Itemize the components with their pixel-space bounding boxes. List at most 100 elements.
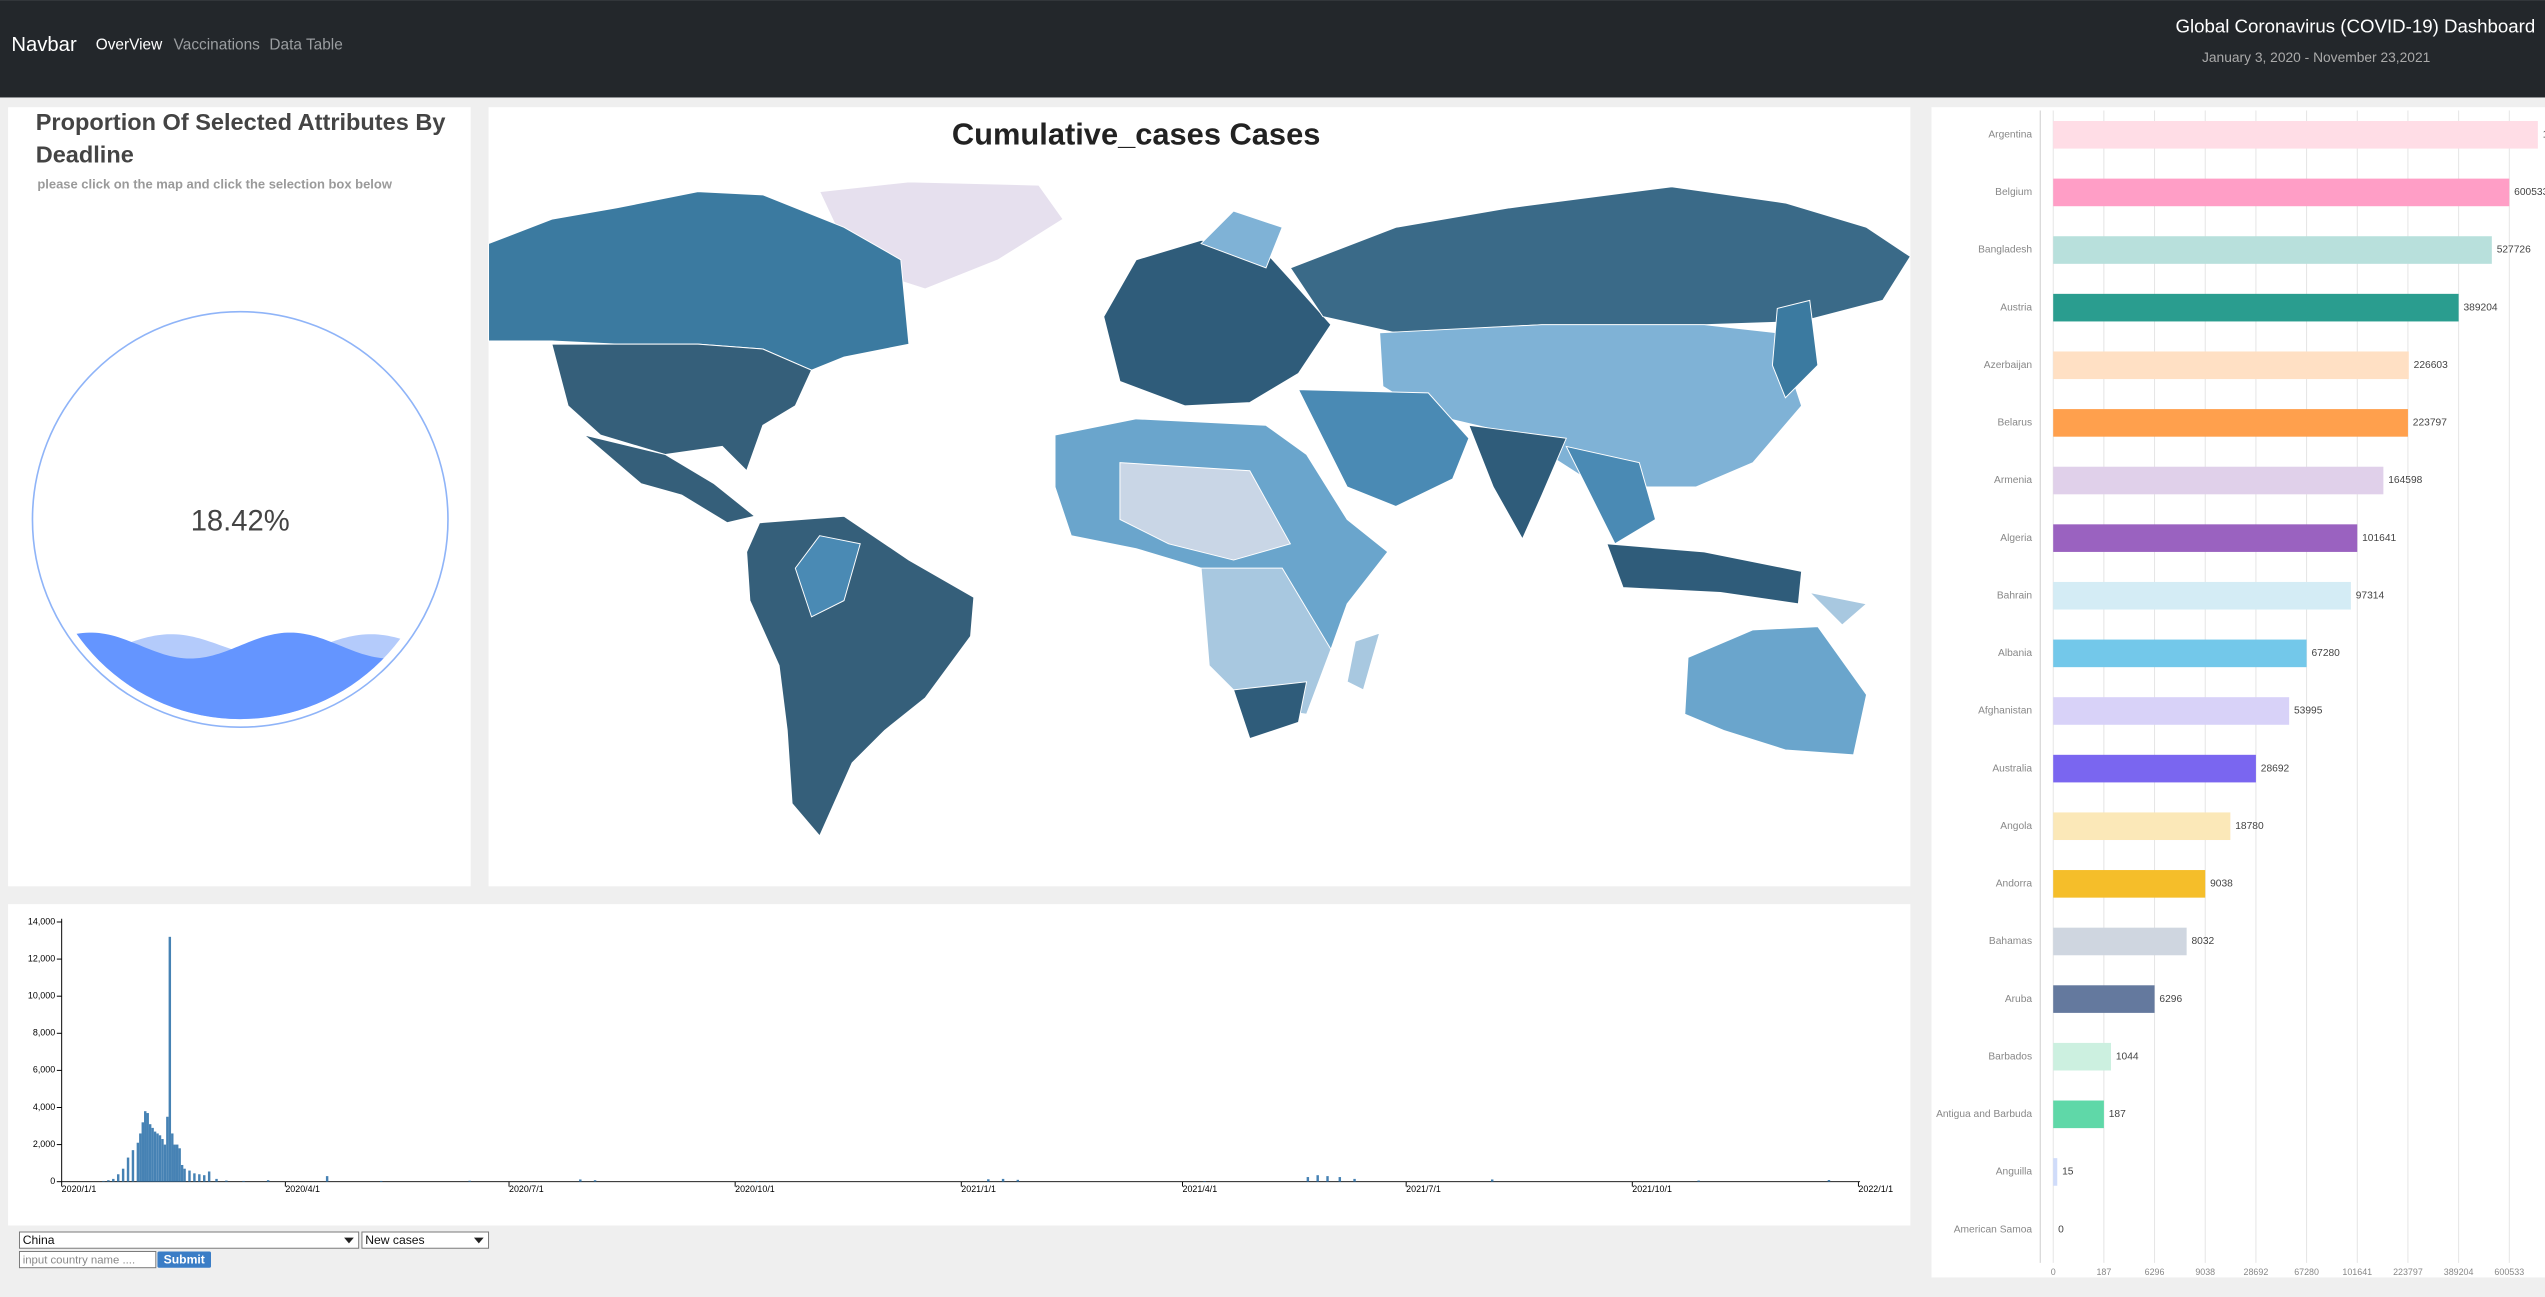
country[interactable] <box>746 515 975 837</box>
y-tick-label: Armenia <box>1994 475 2032 486</box>
attribute-select[interactable] <box>361 1231 490 1249</box>
y-tick-label: Aruba <box>2005 994 2033 1005</box>
brand[interactable]: Navbar <box>11 34 77 56</box>
input-placeholder[interactable]: input country name .... <box>23 1254 135 1266</box>
bar <box>325 1176 329 1182</box>
x-tick-label: 223797 <box>2393 1267 2423 1277</box>
bar <box>136 1142 140 1182</box>
gauge-value: 18.42% <box>191 505 290 537</box>
gauge-ring <box>31 310 449 729</box>
bar <box>2053 927 2187 956</box>
select-arrow <box>344 1237 354 1244</box>
country[interactable] <box>1346 632 1381 691</box>
navbar <box>0 0 2545 98</box>
country[interactable] <box>1606 543 1803 605</box>
bar <box>144 1111 147 1182</box>
bar <box>139 1133 142 1182</box>
gauge-panel <box>8 107 471 887</box>
bar <box>242 1180 245 1182</box>
bar <box>1016 1179 1020 1182</box>
country[interactable] <box>1684 626 1868 756</box>
bar <box>468 1180 471 1182</box>
x-tick-label: 2020/7/1 <box>509 1184 544 1194</box>
country-input[interactable] <box>18 1250 157 1269</box>
bar <box>1316 1175 1319 1182</box>
bar <box>116 1174 120 1182</box>
bar <box>175 1144 179 1182</box>
bar <box>2053 870 2206 898</box>
x-tick-label: 9038 <box>2195 1267 2215 1277</box>
nav-link[interactable]: OverView <box>96 37 163 54</box>
country[interactable] <box>551 343 813 472</box>
x-tick-label: 389204 <box>2444 1267 2474 1277</box>
bar <box>163 1144 167 1182</box>
select-arrow <box>473 1237 484 1244</box>
bar <box>183 1168 186 1182</box>
bar <box>1306 1177 1310 1182</box>
country[interactable] <box>1232 681 1308 740</box>
country[interactable] <box>1200 567 1332 715</box>
country[interactable] <box>794 535 861 618</box>
bar <box>987 1179 990 1182</box>
gauge-title-box: Proportion Of Selected Attributes By Dea… <box>35 110 446 169</box>
bar <box>579 1179 582 1182</box>
bar <box>102 1180 105 1182</box>
world-map[interactable] <box>488 181 1912 837</box>
submit-label[interactable]: Submit <box>164 1253 205 1267</box>
y-tick-label: Bahamas <box>1989 936 2032 947</box>
country[interactable] <box>1119 462 1292 561</box>
x-tick-label: 28692 <box>2244 1267 2269 1277</box>
y-tick-label: Afghanistan <box>1978 706 2032 717</box>
country-select-value[interactable]: China <box>23 1233 55 1247</box>
value-label: 527726 <box>2497 245 2531 256</box>
bar <box>158 1135 162 1182</box>
gauge-title: Proportion Of Selected Attributes By Dea… <box>35 110 446 169</box>
y-tick-label: Algeria <box>2000 533 2032 544</box>
bar <box>148 1124 152 1182</box>
x-tick-label: 6296 <box>2145 1267 2165 1277</box>
bar <box>141 1122 145 1182</box>
nav-link[interactable]: Vaccinations <box>174 37 261 54</box>
value-label: 8032 <box>2192 936 2215 947</box>
country[interactable] <box>1297 389 1470 508</box>
country[interactable] <box>1565 445 1657 545</box>
bar <box>2053 351 2409 380</box>
country[interactable] <box>1103 239 1332 407</box>
y-tick-label: Bangladesh <box>1978 245 2032 256</box>
country[interactable] <box>1468 424 1567 541</box>
x-tick-label: 2021/10/1 <box>1632 1184 1672 1194</box>
bar <box>2053 1100 2104 1129</box>
y-tick-label: 6,000 <box>33 1065 55 1075</box>
x-tick-label: 0 <box>2051 1267 2056 1277</box>
y-tick-label: 0 <box>50 1176 55 1186</box>
date-range: January 3, 2020 - November 23,2021 <box>2202 50 2430 65</box>
bar <box>2053 120 2538 149</box>
bar-chart: 0 187 6296 9038 28692 67280 101641 223797 389204… <box>1936 110 2545 1277</box>
attribute-select-value[interactable]: New cases <box>365 1233 424 1247</box>
bar <box>2053 236 2492 264</box>
country[interactable] <box>583 434 756 524</box>
bar <box>2053 1158 2058 1186</box>
country[interactable] <box>1808 591 1868 626</box>
country[interactable] <box>488 191 910 371</box>
value-label: 0 <box>2058 1224 2064 1235</box>
bar <box>2053 639 2307 668</box>
country[interactable] <box>1200 210 1283 269</box>
bar <box>1326 1176 1329 1182</box>
value-label: 15 <box>2062 1167 2074 1178</box>
country-select[interactable] <box>18 1231 360 1249</box>
bar <box>178 1148 181 1182</box>
submit-button[interactable] <box>157 1251 212 1268</box>
bar <box>266 1180 270 1182</box>
bar <box>121 1168 125 1182</box>
value-label: 1000000 <box>2543 129 2545 140</box>
bar <box>151 1127 154 1182</box>
bar <box>2053 754 2256 783</box>
bar <box>2053 1042 2111 1071</box>
bar <box>2053 466 2384 495</box>
bar <box>107 1180 110 1182</box>
value-label: 164598 <box>2388 475 2422 486</box>
nav-link[interactable]: Data Table <box>269 37 342 54</box>
country[interactable] <box>1771 299 1819 399</box>
y-tick-label: Belarus <box>1997 418 2032 429</box>
